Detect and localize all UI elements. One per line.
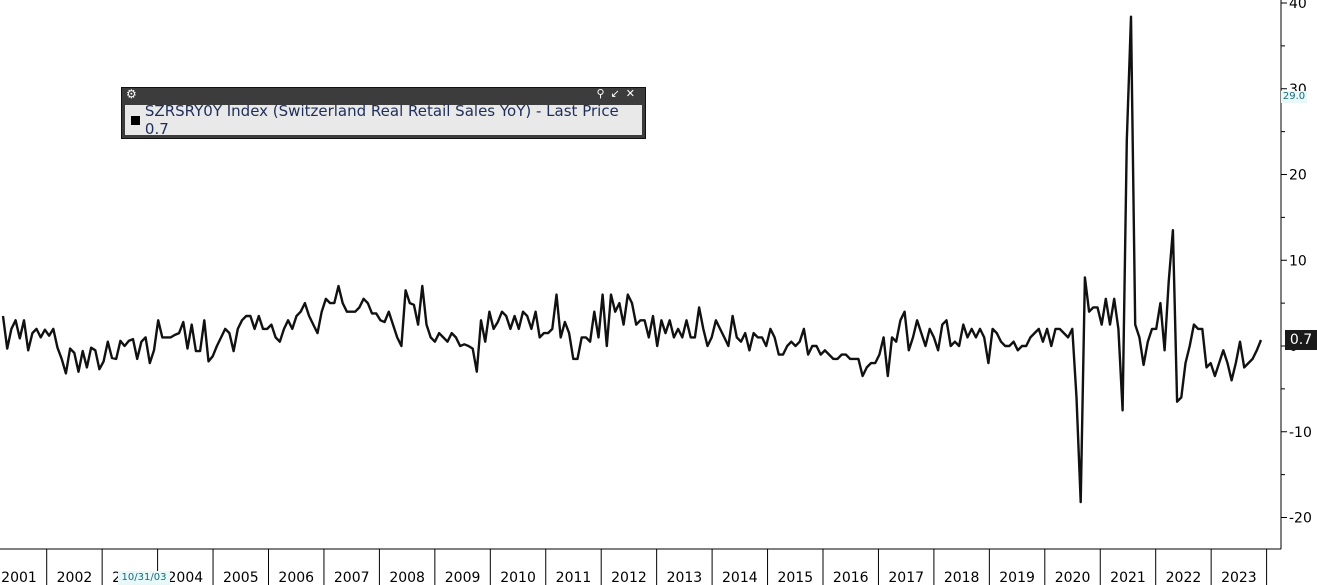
x-tick-label: 2016 bbox=[833, 570, 869, 585]
x-tick-label: 2022 bbox=[1166, 570, 1202, 585]
x-tick-label: 2010 bbox=[500, 570, 536, 585]
cursor-date-label: 10/31/03 bbox=[118, 571, 170, 585]
x-tick-label: 2021 bbox=[1110, 570, 1146, 585]
x-tick-label: 2004 bbox=[168, 570, 204, 585]
legend-box[interactable]: ⚙ ⚲↙✕ SZRSRY0Y Index (Switzerland Real R… bbox=[121, 87, 646, 139]
x-tick-label: 2011 bbox=[556, 570, 592, 585]
y-tick-label: 40 bbox=[1289, 0, 1307, 12]
x-tick-label: 2002 bbox=[57, 570, 93, 585]
x-tick-label: 2023 bbox=[1221, 570, 1257, 585]
x-tick-label: 2005 bbox=[223, 570, 259, 585]
legend-text: SZRSRY0Y Index (Switzerland Real Retail … bbox=[144, 102, 619, 138]
x-tick-label: 2008 bbox=[389, 570, 425, 585]
legend-entry: SZRSRY0Y Index (Switzerland Real Retail … bbox=[125, 102, 642, 138]
gear-icon[interactable]: ⚙ bbox=[126, 87, 137, 101]
x-tick-label: 2007 bbox=[334, 570, 370, 585]
x-tick-label: 2020 bbox=[1055, 570, 1091, 585]
x-tick-label: 2014 bbox=[722, 570, 758, 585]
x-axis: 2001200220032004200520062007200820092010… bbox=[0, 548, 1281, 585]
x-tick-label: 2006 bbox=[278, 570, 314, 585]
x-tick-label: 2013 bbox=[667, 570, 703, 585]
x-tick-label: 2019 bbox=[999, 570, 1035, 585]
series-line bbox=[1, 15, 1263, 504]
x-tick-label: 2001 bbox=[1, 570, 37, 585]
legend-swatch bbox=[131, 115, 140, 125]
x-tick-label: 2017 bbox=[888, 570, 924, 585]
y-tick-label: -10 bbox=[1289, 425, 1312, 441]
x-tick-label: 2015 bbox=[777, 570, 813, 585]
high-value-tag: 29.0 bbox=[1281, 91, 1307, 103]
y-axis: 403020100-10-20 bbox=[1280, 0, 1312, 549]
legend-titlebar: ⚙ ⚲↙✕ bbox=[122, 87, 645, 103]
x-tick-label: 2018 bbox=[944, 570, 980, 585]
y-tick-label: 10 bbox=[1289, 253, 1307, 269]
x-tick-label: 2009 bbox=[445, 570, 481, 585]
last-price-tag: 0.7 bbox=[1285, 330, 1317, 350]
y-tick-label: 20 bbox=[1289, 168, 1307, 184]
legend-window-controls[interactable]: ⚲↙✕ bbox=[596, 87, 641, 100]
x-tick-label: 2012 bbox=[611, 570, 647, 585]
y-tick-label: -20 bbox=[1289, 511, 1312, 527]
